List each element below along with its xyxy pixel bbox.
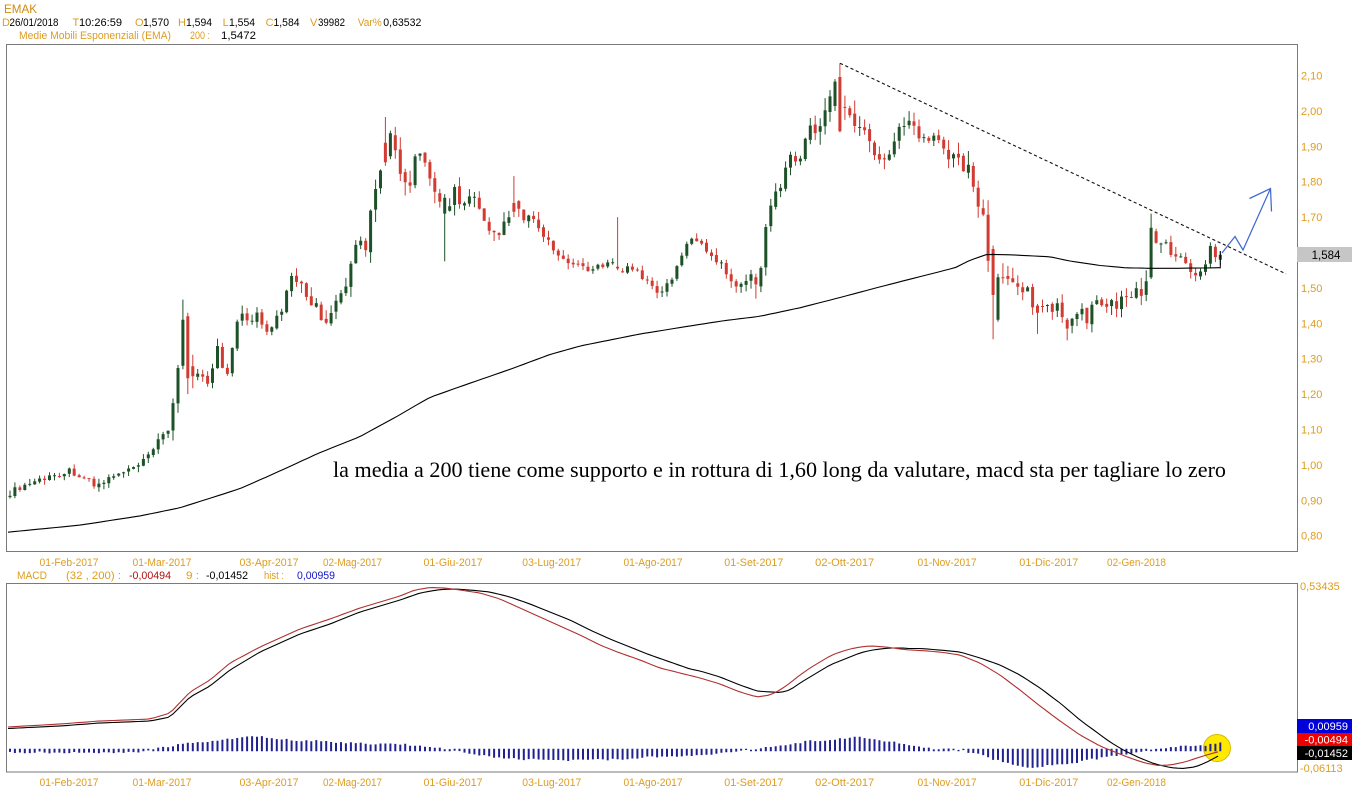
svg-text:01-Ago-2017: 01-Ago-2017 <box>624 557 683 569</box>
svg-text:1,00: 1,00 <box>1301 460 1322 472</box>
svg-text:1,40: 1,40 <box>1301 318 1322 330</box>
svg-text:C: C <box>266 17 274 29</box>
svg-text:1,584: 1,584 <box>1312 250 1341 262</box>
svg-text:Var%: Var% <box>358 17 382 29</box>
svg-text:03-Apr-2017: 03-Apr-2017 <box>240 777 299 789</box>
svg-text:0,00959: 0,00959 <box>1308 721 1348 733</box>
svg-text:1,20: 1,20 <box>1301 389 1322 401</box>
svg-text:03-Apr-2017: 03-Apr-2017 <box>240 557 299 569</box>
svg-text:02-Gen-2018: 02-Gen-2018 <box>1107 777 1166 789</box>
svg-text:Medie Mobili Esponenziali (EMA: Medie Mobili Esponenziali (EMA) <box>19 30 171 42</box>
svg-text:1,30: 1,30 <box>1301 354 1322 366</box>
svg-text:02-Mag-2017: 02-Mag-2017 <box>323 777 382 789</box>
svg-text:L: L <box>223 17 229 29</box>
svg-text:1,80: 1,80 <box>1301 177 1322 189</box>
svg-text:1,594: 1,594 <box>186 17 212 29</box>
svg-text:la media a 200 tiene come supp: la media a 200 tiene come supporto e in … <box>333 457 1226 482</box>
svg-text:02-Ott-2017: 02-Ott-2017 <box>815 557 874 569</box>
svg-text:1,70: 1,70 <box>1301 212 1322 224</box>
svg-text:2,00: 2,00 <box>1301 106 1322 118</box>
svg-text:-0,00494: -0,00494 <box>129 570 171 582</box>
svg-text:-0,01452: -0,01452 <box>206 570 248 582</box>
svg-text:hist :: hist : <box>264 570 284 582</box>
svg-text:26/01/2018: 26/01/2018 <box>10 17 59 29</box>
svg-text:01-Ago-2017: 01-Ago-2017 <box>624 777 683 789</box>
svg-text:02-Gen-2018: 02-Gen-2018 <box>1107 557 1166 569</box>
svg-text:1,554: 1,554 <box>229 17 255 29</box>
svg-text:1,90: 1,90 <box>1301 141 1322 153</box>
svg-text:01-Set-2017: 01-Set-2017 <box>724 777 783 789</box>
svg-text:(32 , 200) :: (32 , 200) : <box>66 570 121 582</box>
svg-text:01-Set-2017: 01-Set-2017 <box>724 557 783 569</box>
svg-text:10:26:59: 10:26:59 <box>79 17 122 29</box>
svg-text:0,00959: 0,00959 <box>297 570 335 582</box>
svg-text:-0,01452: -0,01452 <box>1305 748 1348 760</box>
svg-text:EMAK: EMAK <box>4 2 37 16</box>
svg-text:MACD: MACD <box>17 570 47 582</box>
svg-text:1,50: 1,50 <box>1301 283 1322 295</box>
svg-text:39982: 39982 <box>318 17 345 29</box>
svg-text:02-Ott-2017: 02-Ott-2017 <box>815 777 874 789</box>
svg-text:T: T <box>73 17 80 29</box>
svg-text:02-Mag-2017: 02-Mag-2017 <box>323 557 382 569</box>
svg-text:01-Dic-2017: 01-Dic-2017 <box>1019 777 1078 789</box>
svg-text:-0,06113: -0,06113 <box>1300 763 1343 775</box>
svg-text:01-Mar-2017: 01-Mar-2017 <box>133 557 192 569</box>
svg-text:01-Feb-2017: 01-Feb-2017 <box>40 777 99 789</box>
svg-text:03-Lug-2017: 03-Lug-2017 <box>522 557 581 569</box>
svg-text:01-Mar-2017: 01-Mar-2017 <box>133 777 192 789</box>
svg-text:-0,00494: -0,00494 <box>1305 735 1348 747</box>
svg-text:01-Giu-2017: 01-Giu-2017 <box>424 777 483 789</box>
svg-text:01-Dic-2017: 01-Dic-2017 <box>1019 557 1078 569</box>
svg-text:200 :: 200 : <box>190 30 210 42</box>
svg-text:9 :: 9 : <box>186 570 199 582</box>
svg-text:1,5472: 1,5472 <box>221 30 256 42</box>
svg-text:03-Lug-2017: 03-Lug-2017 <box>522 777 581 789</box>
svg-text:01-Nov-2017: 01-Nov-2017 <box>918 777 977 789</box>
svg-text:D: D <box>2 17 10 29</box>
svg-text:1,570: 1,570 <box>143 17 169 29</box>
svg-text:0,80: 0,80 <box>1301 531 1322 543</box>
svg-text:01-Nov-2017: 01-Nov-2017 <box>918 557 977 569</box>
svg-text:01-Giu-2017: 01-Giu-2017 <box>424 557 483 569</box>
svg-text:0,63532: 0,63532 <box>383 17 421 29</box>
svg-text:H: H <box>178 17 186 29</box>
svg-text:V: V <box>310 17 318 29</box>
svg-text:1,10: 1,10 <box>1301 425 1322 437</box>
svg-text:0,90: 0,90 <box>1301 495 1322 507</box>
svg-text:1,584: 1,584 <box>274 17 300 29</box>
svg-text:0,53435: 0,53435 <box>1300 581 1340 593</box>
svg-text:O: O <box>135 17 144 29</box>
svg-text:01-Feb-2017: 01-Feb-2017 <box>40 557 99 569</box>
svg-text:2,10: 2,10 <box>1301 71 1322 83</box>
